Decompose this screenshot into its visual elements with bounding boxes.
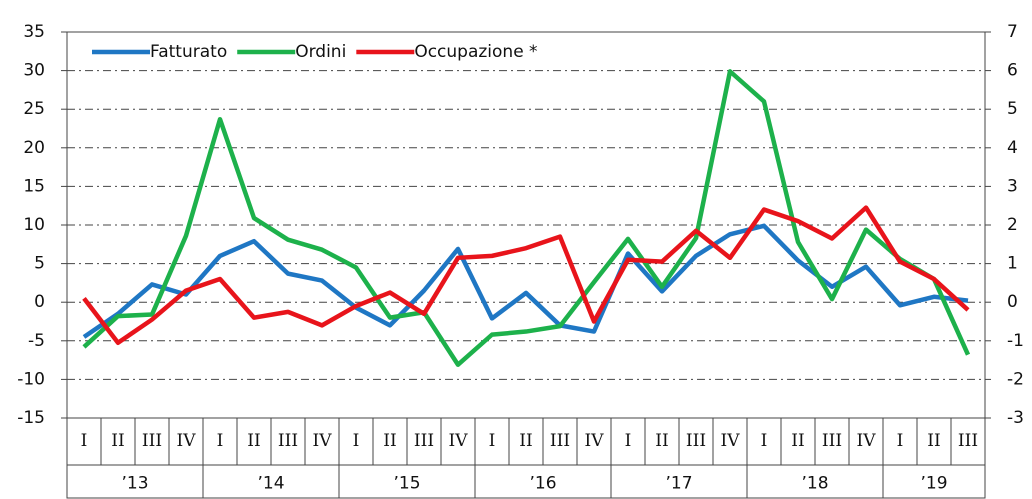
legend-label: Fatturato — [150, 42, 227, 62]
x-group-label: ’16 — [529, 474, 556, 494]
x-tick-label: I — [761, 431, 768, 451]
x-group-label: ’19 — [920, 474, 947, 494]
plot-frame — [66, 31, 986, 499]
y-tick-label: 5 — [34, 254, 45, 274]
y2-tick-label: 4 — [1007, 138, 1018, 158]
y2-tick-label: -2 — [1007, 369, 1024, 389]
legend-label: Occupazione * — [414, 42, 537, 62]
x-tick-label: IV — [857, 431, 877, 451]
y2-tick-label: 2 — [1007, 215, 1018, 235]
x-tick-label: IV — [313, 431, 333, 451]
y-tick-label: 20 — [23, 138, 45, 158]
y2-tick-label: 1 — [1007, 254, 1018, 274]
x-tick-label: I — [81, 431, 88, 451]
x-tick-label: II — [519, 431, 532, 451]
x-tick-label: IV — [585, 431, 605, 451]
x-tick-label: II — [791, 431, 804, 451]
x-tick-label: II — [111, 431, 124, 451]
x-group-label: ’15 — [393, 474, 420, 494]
y2-tick-label: 5 — [1007, 99, 1018, 119]
y2-tick-label: 6 — [1007, 61, 1018, 81]
x-tick-label: IV — [721, 431, 741, 451]
x-tick-label: IV — [177, 431, 197, 451]
x-group-label: ’14 — [257, 474, 284, 494]
y2-tick-label: -1 — [1007, 331, 1024, 351]
x-group-label: ’17 — [665, 474, 692, 494]
y-tick-label: -5 — [28, 331, 45, 351]
x-tick-label: III — [414, 431, 434, 451]
x-tick-label: II — [247, 431, 260, 451]
y-tick-label: 10 — [23, 215, 45, 235]
legend-label: Ordini — [295, 42, 346, 62]
y-tick-label: 30 — [23, 61, 45, 81]
x-tick-label: III — [550, 431, 570, 451]
x-tick-label: III — [142, 431, 162, 451]
y2-tick-label: 3 — [1007, 176, 1018, 196]
y2-tick-label: -3 — [1007, 408, 1024, 428]
y2-tick-label: 7 — [1007, 22, 1018, 42]
x-tick-label: I — [897, 431, 904, 451]
x-tick-label: III — [958, 431, 978, 451]
x-tick-label: I — [625, 431, 632, 451]
series-line — [82, 205, 970, 345]
x-tick-label: III — [686, 431, 706, 451]
y-tick-label: -10 — [17, 369, 45, 389]
y-tick-label: 25 — [23, 99, 45, 119]
x-group-label: ’13 — [121, 474, 148, 494]
y-tick-label: 35 — [23, 22, 45, 42]
x-tick-label: I — [217, 431, 224, 451]
x-tick-label: III — [822, 431, 842, 451]
x-tick-label: IV — [449, 431, 469, 451]
x-tick-label: II — [927, 431, 940, 451]
y-tick-label: 0 — [34, 292, 45, 312]
x-tick-label: I — [489, 431, 496, 451]
y-tick-label: 15 — [23, 176, 45, 196]
series-line — [82, 69, 971, 367]
x-tick-label: III — [278, 431, 298, 451]
x-tick-label: I — [353, 431, 360, 451]
x-tick-label: II — [383, 431, 396, 451]
x-tick-label: II — [655, 431, 668, 451]
y2-tick-label: 0 — [1007, 292, 1018, 312]
x-group-label: ’18 — [801, 474, 828, 494]
y-tick-label: -15 — [17, 408, 45, 428]
